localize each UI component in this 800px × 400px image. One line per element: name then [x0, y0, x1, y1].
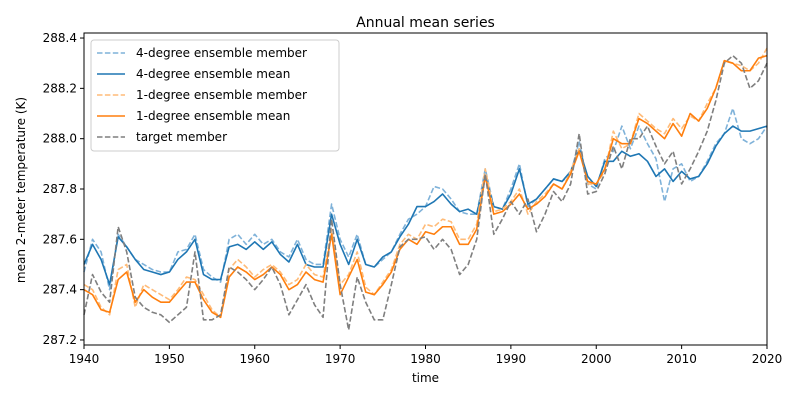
- series-line-4: [83, 54, 768, 319]
- plot-frame: [83, 32, 768, 346]
- x-tick-label: 1940: [69, 352, 100, 366]
- x-axis: 1940 1950 1960 1970 1980 1990 2000 2010 2020: [69, 345, 783, 366]
- x-tick-label: 2010: [666, 352, 697, 366]
- series-line-2: [83, 125, 768, 286]
- series-line-3: [83, 47, 768, 319]
- plot-area: [83, 47, 768, 331]
- x-tick-label: 1950: [154, 352, 185, 366]
- y-tick-label: 287.8: [43, 182, 77, 196]
- x-tick-label: 2020: [752, 352, 783, 366]
- x-tick-label: 1960: [239, 352, 270, 366]
- legend-label: 4-degree ensemble member: [136, 46, 307, 60]
- y-axis: 287.2 287.4 287.6 287.8 288.0 288.2 288.4: [43, 31, 84, 347]
- series-line-5: [83, 54, 768, 331]
- x-tick-label: 1970: [325, 352, 356, 366]
- legend-label: 1-degree ensemble mean: [136, 109, 290, 123]
- x-axis-label: time: [412, 371, 439, 385]
- chart-title: Annual mean series: [356, 15, 495, 31]
- y-tick-label: 287.6: [43, 232, 77, 246]
- y-tick-label: 288.4: [43, 31, 77, 45]
- y-tick-label: 287.2: [43, 333, 77, 347]
- x-tick-label: 1980: [410, 352, 441, 366]
- y-tick-label: 287.4: [43, 283, 77, 297]
- legend-label: 4-degree ensemble mean: [136, 67, 290, 81]
- x-tick-label: 2000: [581, 352, 612, 366]
- y-tick-label: 288.2: [43, 81, 77, 95]
- legend: 4-degree ensemble member 4-degree ensembl…: [90, 39, 340, 152]
- y-axis-label: mean 2-meter temperature (K): [14, 97, 28, 283]
- legend-label: target member: [136, 130, 227, 144]
- x-tick-label: 1990: [496, 352, 527, 366]
- legend-label: 1-degree ensemble member: [136, 88, 307, 102]
- legend-box: [90, 39, 340, 152]
- y-tick-label: 288.0: [43, 132, 77, 146]
